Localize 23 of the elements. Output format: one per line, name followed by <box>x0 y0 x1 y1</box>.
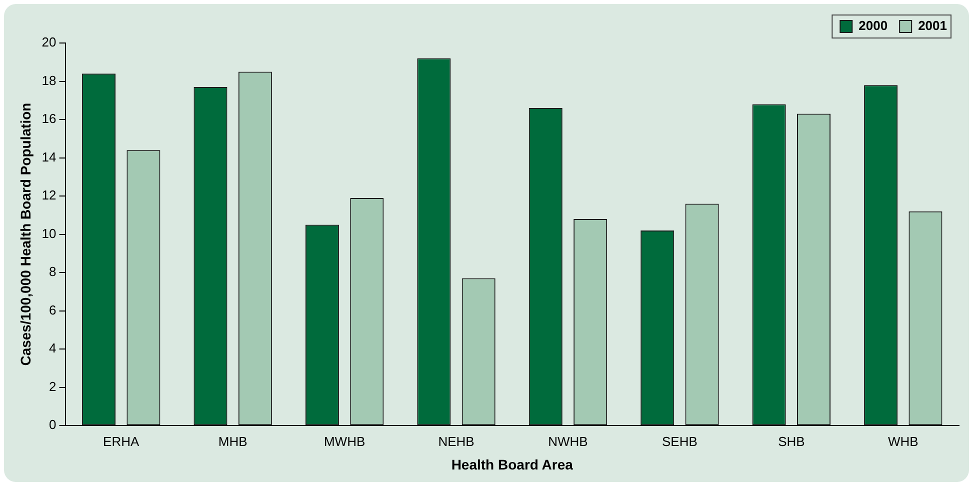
x-tick-label: MHB <box>218 434 248 449</box>
legend-label: 2000 <box>858 18 888 34</box>
y-axis-title: Cases/100,000 Health Board Population <box>17 102 34 366</box>
legend-label: 2001 <box>918 18 947 34</box>
x-tick-label: SHB <box>778 434 805 449</box>
y-tick-label: 6 <box>49 302 56 318</box>
y-tick-label: 0 <box>49 417 56 432</box>
y-tick-label: 14 <box>42 149 56 164</box>
y-tick-label: 4 <box>49 340 56 356</box>
x-tick-label: NWHB <box>548 434 588 449</box>
y-tick-label: 8 <box>49 264 56 280</box>
x-tick-label: MWHB <box>324 434 366 449</box>
y-tick-label: 20 <box>42 34 56 50</box>
y-tick-label: 10 <box>42 226 56 241</box>
y-tick-label: 2 <box>49 378 56 394</box>
x-axis-title: Health Board Area <box>451 456 574 472</box>
x-tick-label: SEHB <box>662 434 698 449</box>
x-tick-label: NEHB <box>438 434 474 449</box>
y-tick-label: 12 <box>42 188 56 203</box>
y-tick-label: 18 <box>42 72 56 88</box>
y-tick-label: 16 <box>42 111 56 126</box>
x-tick-label: WHB <box>888 434 918 449</box>
x-tick-label: ERHA <box>103 434 140 449</box>
